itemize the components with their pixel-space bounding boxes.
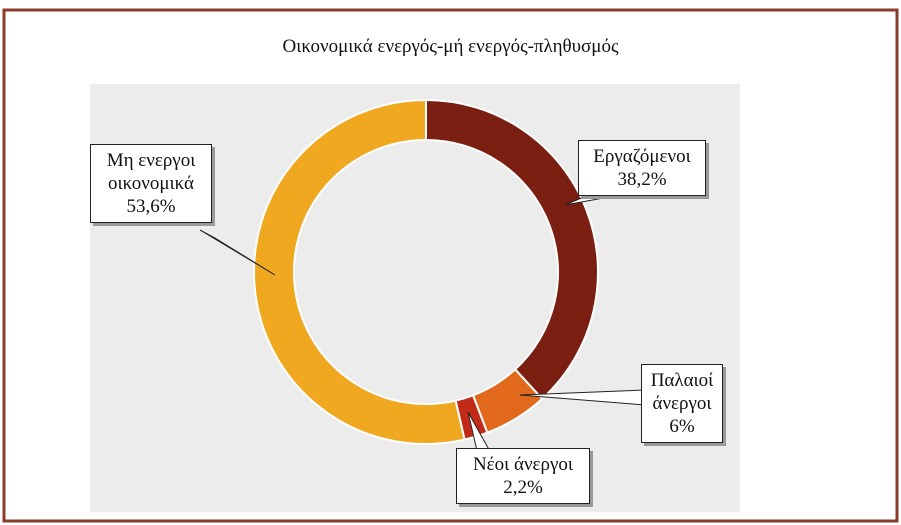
chart-title: Οικονομικά ενεργός-μή ενεργός-πληθυσμός bbox=[282, 36, 619, 57]
category-label: Εργαζόμενοι bbox=[593, 146, 691, 167]
category-label: Νέοι άνεργοι bbox=[472, 454, 574, 475]
donut-hole bbox=[295, 141, 557, 403]
donut-wedge bbox=[253, 98, 466, 445]
value-label: 2,2% bbox=[503, 477, 543, 498]
callout: Παλαιοί άνεργοι 6% bbox=[641, 364, 723, 443]
value-label: 53,6% bbox=[126, 196, 176, 217]
category-label: Μη ενεργοι οικονομικά bbox=[106, 150, 196, 194]
callout: Νέοι άνεργοι 2,2% bbox=[456, 448, 590, 504]
value-label: 38,2% bbox=[617, 169, 667, 190]
callout: Μη ενεργοι οικονομικά 53,6% bbox=[90, 144, 212, 223]
category-label: Παλαιοί άνεργοι bbox=[650, 370, 714, 414]
pointer bbox=[199, 229, 276, 276]
callout: Εργαζόμενοι 38,2% bbox=[578, 140, 706, 196]
value-label: 6% bbox=[669, 416, 695, 437]
